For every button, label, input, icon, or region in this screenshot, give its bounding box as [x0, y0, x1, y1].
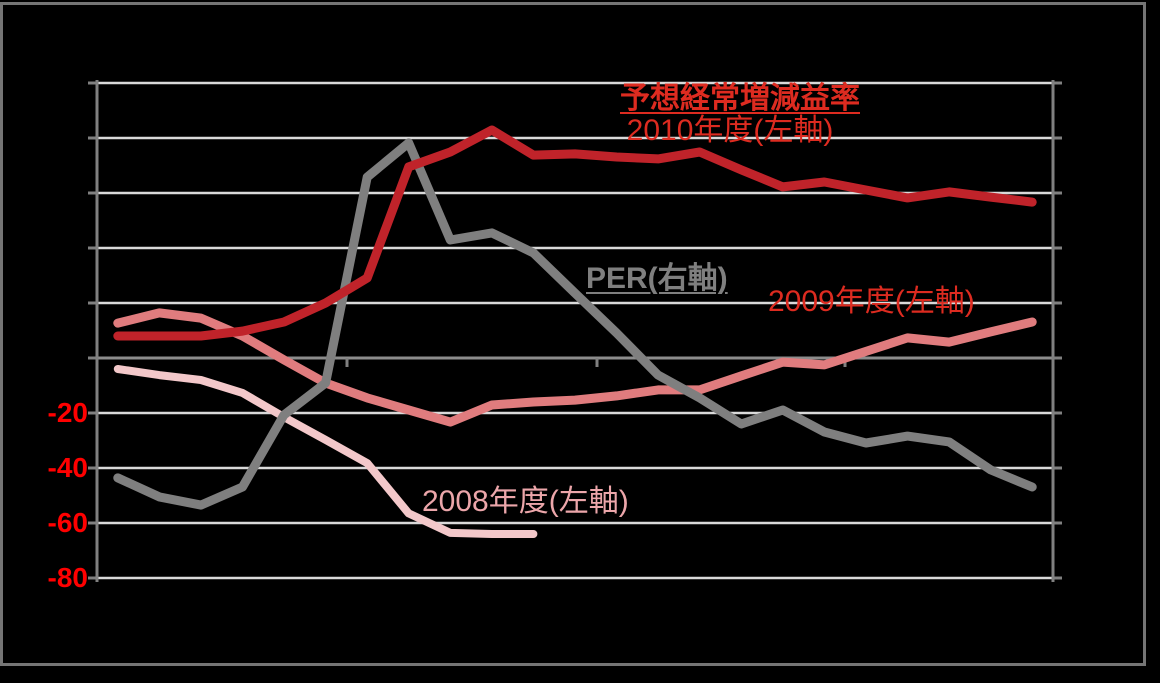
- y-axis-label: -20: [47, 397, 88, 428]
- series-label-per: PER(右軸): [586, 262, 728, 295]
- series-line-2009: [113, 308, 1037, 427]
- y-axis-label: -60: [47, 507, 88, 538]
- series-label-2010: 2010年度(左軸): [626, 114, 834, 147]
- y-axis-label: -40: [47, 452, 88, 483]
- series-label-2008: 2008年度(左軸): [422, 485, 629, 518]
- series-line-2010: [113, 125, 1037, 341]
- y-axis-label: -80: [47, 562, 88, 593]
- chart-title: 予想経常増減益率: [620, 82, 860, 115]
- series-line-2008: [113, 365, 538, 538]
- series-line-PER: [113, 138, 1037, 510]
- series-label-2009: 2009年度(左軸): [768, 285, 975, 318]
